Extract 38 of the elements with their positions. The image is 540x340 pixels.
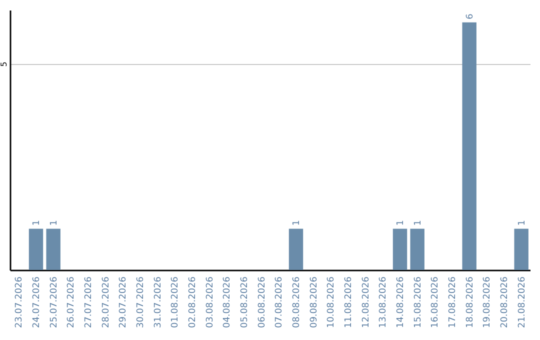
data-label: 1 [292, 220, 302, 226]
data-label: 1 [32, 220, 42, 226]
x-tick-label: 06.08.2026 [257, 276, 268, 328]
x-tick-label: 04.08.2026 [222, 276, 233, 328]
x-tick-label: 21.08.2026 [517, 276, 528, 328]
x-tick-label: 20.08.2026 [500, 276, 510, 328]
x-tick-label: 30.07.2026 [136, 276, 146, 328]
data-label: 1 [413, 220, 424, 226]
x-tick-label: 29.07.2026 [118, 276, 129, 328]
x-tick-label: 23.07.2026 [14, 276, 25, 328]
x-tick-label: 24.07.2026 [32, 276, 42, 328]
x-tick-label: 18.08.2026 [465, 276, 476, 328]
x-tick-label: 28.07.2026 [101, 276, 112, 328]
data-label: 1 [49, 220, 60, 226]
data-label: 1 [517, 220, 528, 226]
x-tick-label: 15.08.2026 [413, 276, 424, 328]
x-tick-label: 08.08.2026 [292, 276, 302, 328]
x-tick-label: 27.07.2026 [84, 276, 94, 328]
x-tick-label: 16.08.2026 [430, 276, 441, 328]
y-tick-label: 5 [0, 62, 8, 67]
x-tick-label: 26.07.2026 [66, 276, 77, 328]
x-tick-label: 02.08.2026 [188, 276, 198, 328]
x-tick-label: 03.08.2026 [205, 276, 216, 328]
data-label: 6 [465, 13, 476, 20]
x-tick-label: 01.08.2026 [170, 276, 181, 328]
x-tick-label: 19.08.2026 [482, 276, 493, 328]
x-tick-label: 11.08.2026 [344, 276, 354, 328]
data-label: 1 [396, 220, 406, 226]
x-tick-label: 07.08.2026 [274, 276, 285, 328]
x-tick-label: 09.08.2026 [309, 276, 320, 328]
x-tick-label: 17.08.2026 [448, 276, 458, 328]
x-tick-label: 12.08.2026 [361, 276, 372, 328]
x-tick-label: 25.07.2026 [49, 276, 60, 328]
x-tick-label: 13.08.2026 [378, 276, 389, 328]
x-tick-label: 14.08.2026 [396, 276, 406, 328]
x-tick-label: 05.08.2026 [240, 276, 250, 328]
x-tick-label: 10.08.2026 [326, 276, 337, 328]
x-tick-label: 31.07.2026 [153, 276, 164, 328]
